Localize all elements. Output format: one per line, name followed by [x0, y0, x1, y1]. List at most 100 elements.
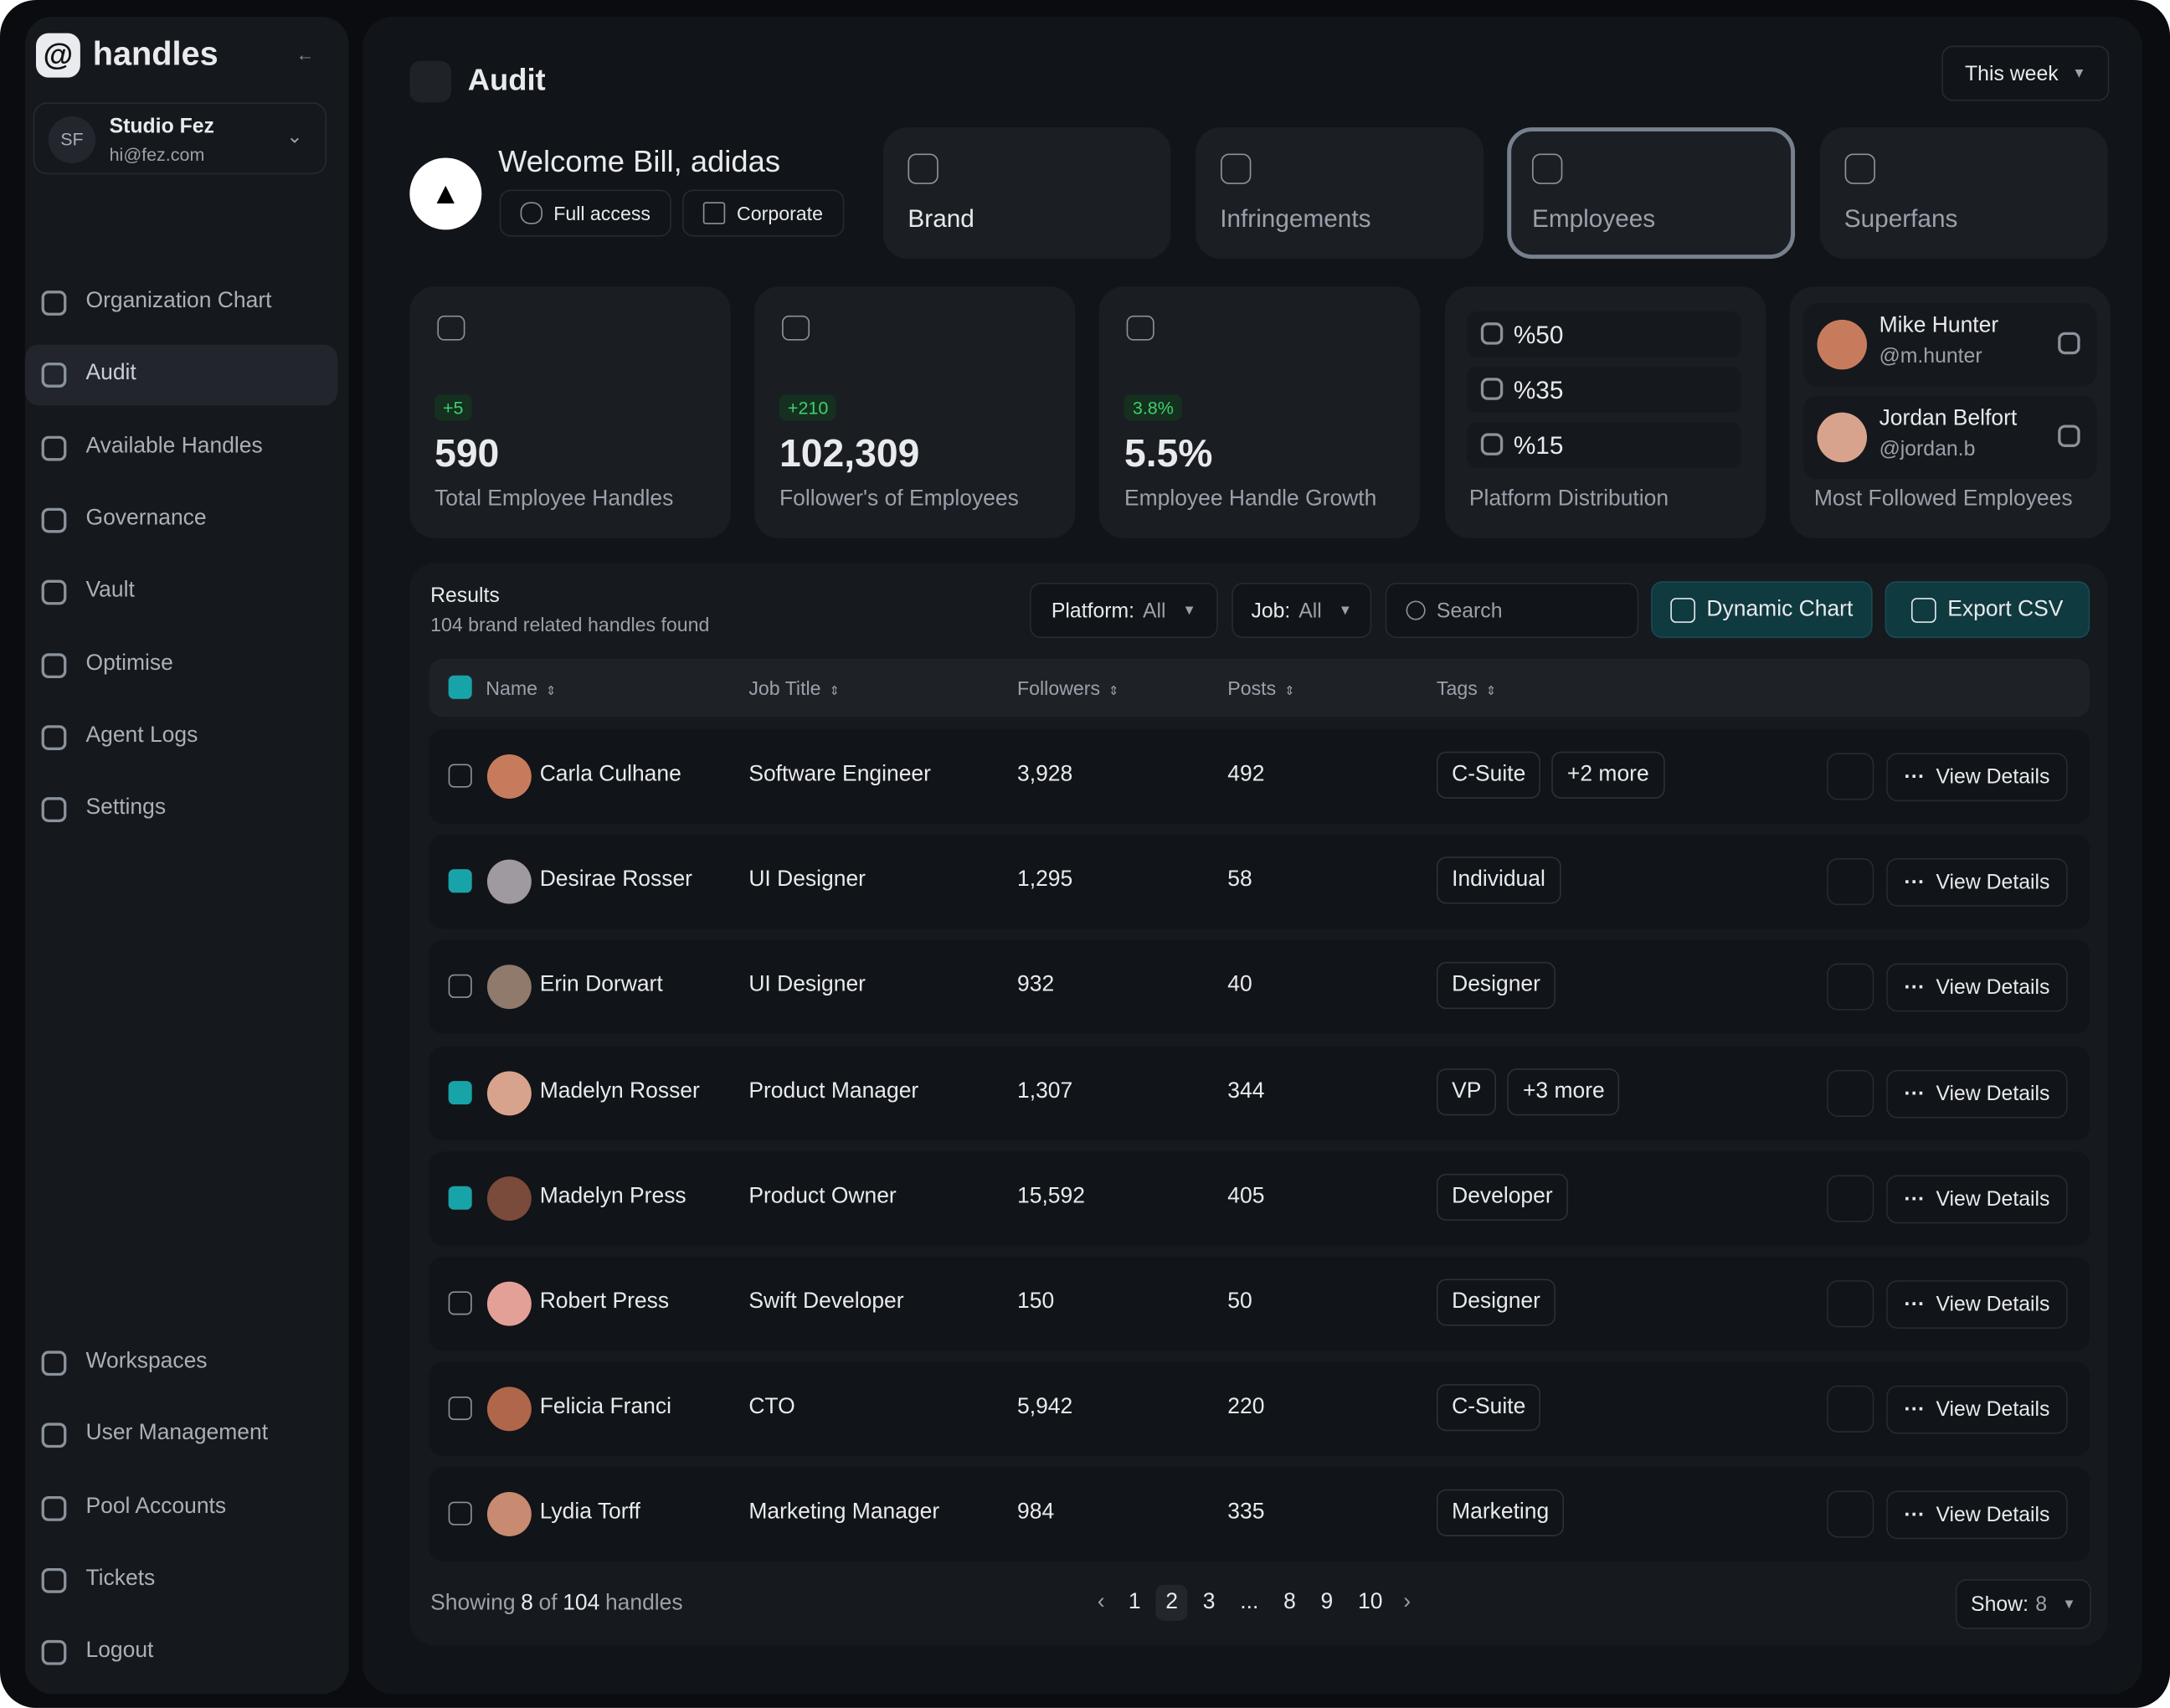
collapse[interactable]: ←: [296, 44, 315, 65]
row-checkbox[interactable]: [448, 1080, 472, 1104]
column-header[interactable]: Job Title ⇕: [748, 677, 840, 698]
nav-item[interactable]: Governance: [25, 490, 338, 551]
nav-item[interactable]: Workspaces: [25, 1333, 338, 1394]
view-details[interactable]: ··· View Details: [1886, 1175, 2068, 1224]
select-all[interactable]: [448, 675, 472, 699]
row-checkbox[interactable]: [448, 1502, 472, 1526]
filter[interactable]: Job: All ▼: [1232, 582, 1372, 639]
note-button[interactable]: [1827, 1069, 1874, 1117]
followers: 5,942: [1017, 1395, 1073, 1419]
caret: ▼: [1338, 602, 1353, 619]
search-placeholder: Search: [1436, 598, 1503, 623]
row-checkbox[interactable]: [448, 869, 472, 893]
nav-item[interactable]: User Management: [25, 1405, 338, 1466]
nav-item[interactable]: Vault: [25, 562, 338, 623]
view-details[interactable]: ··· View Details: [1886, 1491, 2068, 1540]
note-button[interactable]: [1827, 1175, 1874, 1222]
platform-row: %50: [1466, 311, 1741, 358]
column-label: Posts: [1227, 677, 1277, 699]
row-checkbox[interactable]: [448, 1186, 472, 1210]
posts: 405: [1227, 1184, 1265, 1208]
column-header[interactable]: Tags ⇕: [1437, 677, 1496, 698]
view-details[interactable]: ··· View Details: [1886, 753, 2068, 802]
view-details[interactable]: ··· View Details: [1886, 964, 2068, 1013]
tags: C-Suite +2 more: [1436, 751, 1675, 799]
view-details[interactable]: ··· View Details: [1886, 1280, 2068, 1329]
page-size[interactable]: Show: 8 ▼: [1955, 1579, 2091, 1629]
pagination: ‹ 1 2 3... 8 9 10 ›: [1098, 1584, 1411, 1621]
note-button[interactable]: [1827, 753, 1874, 800]
row-checkbox[interactable]: [448, 1397, 472, 1421]
note-button[interactable]: [1827, 858, 1874, 906]
page[interactable]: ...: [1240, 1590, 1259, 1614]
tags: Designer: [1436, 1278, 1566, 1326]
nav-item[interactable]: Available Handles: [25, 418, 338, 479]
name: Robert Press: [539, 1289, 670, 1314]
search[interactable]: Search: [1385, 582, 1639, 639]
filter[interactable]: Platform: All ▼: [1029, 582, 1218, 639]
nav-icon: [41, 507, 67, 533]
person[interactable]: Mike Hunter @m.hunter: [1802, 303, 2097, 387]
brand: handles: [92, 35, 219, 74]
tags: Individual: [1436, 857, 1571, 904]
badge: Corporate: [681, 189, 845, 237]
note-button[interactable]: [1827, 964, 1874, 1011]
page[interactable]: 8: [1283, 1590, 1296, 1614]
tag: +3 more: [1507, 1068, 1620, 1115]
person[interactable]: Jordan Belfort @jordan.b: [1802, 395, 2097, 479]
showing-part: of: [538, 1592, 558, 1616]
stat-delta: 3.8%: [1124, 394, 1182, 421]
view-details[interactable]: ··· View Details: [1886, 1386, 2068, 1434]
tab[interactable]: Brand: [882, 127, 1171, 260]
note-button[interactable]: [1827, 1491, 1874, 1539]
page[interactable]: 10: [1358, 1590, 1383, 1614]
stat-icon: [437, 315, 465, 341]
avatar: [486, 965, 532, 1010]
page[interactable]: 2: [1155, 1584, 1188, 1621]
period-select[interactable]: This week ▼: [1941, 45, 2110, 101]
row-checkbox[interactable]: [448, 1291, 472, 1315]
nav-icon: [41, 652, 67, 678]
job-title: CTO: [748, 1395, 795, 1419]
name: Desirae Rosser: [539, 867, 692, 892]
nav-item[interactable]: Pool Accounts: [25, 1478, 338, 1539]
stat-value: 590: [435, 431, 500, 476]
page[interactable]: 1: [1128, 1590, 1141, 1614]
nav-item[interactable]: Audit: [24, 345, 338, 406]
view-details[interactable]: ··· View Details: [1886, 1069, 2068, 1119]
nav-item[interactable]: Tickets: [25, 1550, 338, 1611]
dots: ···: [1904, 1292, 1926, 1317]
nav-item[interactable]: Agent Logs: [25, 707, 338, 768]
row-checkbox[interactable]: [448, 975, 472, 999]
column-header[interactable]: Posts ⇕: [1227, 677, 1294, 698]
platform-card: %50 %35 %15 Platform Distribution: [1444, 286, 1766, 539]
name: Madelyn Rosser: [539, 1078, 700, 1103]
tab[interactable]: Infringements: [1195, 127, 1484, 260]
page[interactable]: 3: [1202, 1590, 1216, 1614]
dots: ···: [1904, 1187, 1926, 1212]
view-details[interactable]: ··· View Details: [1886, 858, 2068, 908]
row-checkbox[interactable]: [448, 764, 472, 788]
tags: C-Suite: [1436, 1384, 1552, 1432]
platform-row: %35: [1466, 367, 1741, 413]
nav-item[interactable]: Settings: [25, 779, 338, 841]
table-row: Felicia Franci CTO 5,942 220 C-Suite ··· View …: [429, 1361, 2090, 1457]
nav-label: Pool Accounts: [85, 1494, 227, 1518]
column-header[interactable]: Followers ⇕: [1017, 677, 1118, 698]
nav-item[interactable]: Organization Chart: [25, 273, 338, 334]
tab[interactable]: Superfans: [1819, 127, 2107, 260]
page[interactable]: 9: [1320, 1590, 1334, 1614]
nav-item[interactable]: Optimise: [25, 635, 338, 696]
tab[interactable]: Employees: [1507, 127, 1796, 260]
column-header[interactable]: Name ⇕: [486, 677, 556, 698]
action-button[interactable]: Dynamic Chart: [1651, 581, 1873, 639]
note-button[interactable]: [1827, 1386, 1874, 1433]
account[interactable]: SF Studio Fez hi@fez.com ⌄: [33, 102, 327, 175]
note-button[interactable]: [1827, 1280, 1874, 1328]
nav-icon: [41, 435, 67, 460]
showing: Showing 8 of 104 handles: [430, 1592, 688, 1617]
nav-item[interactable]: Logout: [25, 1623, 338, 1684]
showing-part: Showing: [430, 1592, 516, 1616]
view-label: View Details: [1936, 871, 2050, 895]
action-button[interactable]: Export CSV: [1885, 581, 2090, 639]
